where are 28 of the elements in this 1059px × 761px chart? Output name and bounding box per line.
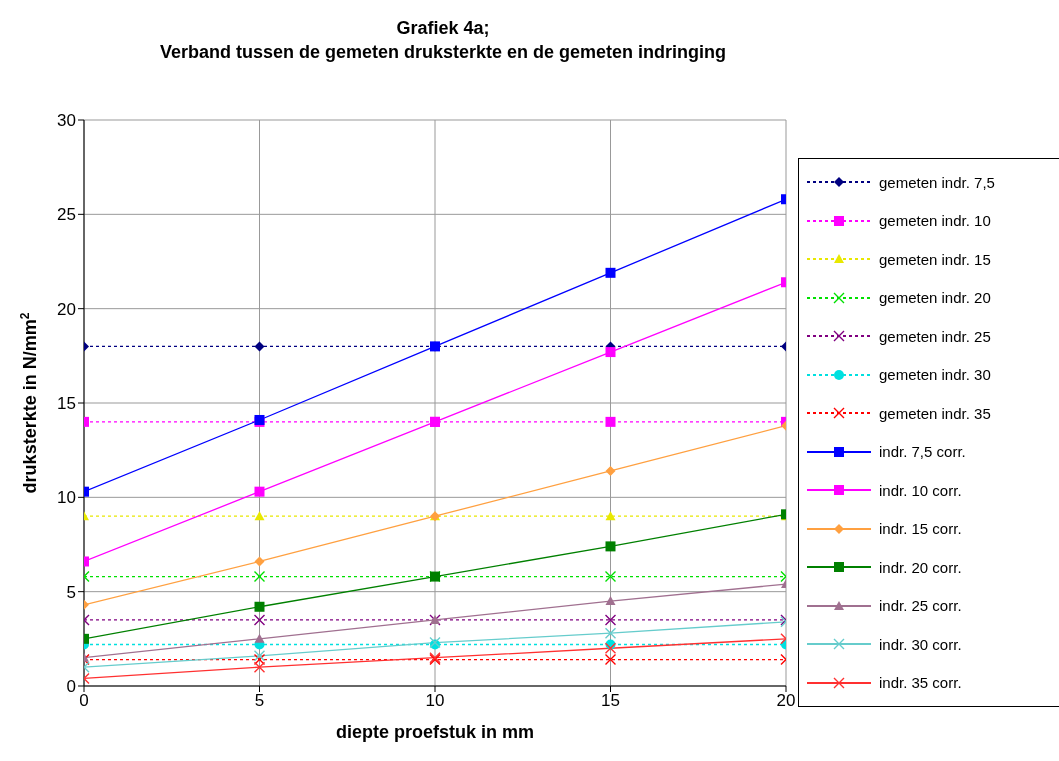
x-tick-label: 5 (254, 691, 265, 711)
legend-label: gemeten indr. 10 (879, 212, 991, 230)
y-tick-label: 10 (57, 488, 76, 508)
legend-label: gemeten indr. 7,5 (879, 173, 995, 191)
y-tick-label: 20 (57, 299, 76, 319)
legend-label: indr. 10 corr. (879, 481, 962, 499)
y-tick-label: 25 (57, 205, 76, 225)
x-tick-label: 10 (425, 691, 445, 711)
legend-label: gemeten indr. 35 (879, 404, 991, 422)
y-tick-label: 5 (66, 582, 76, 602)
legend-label: indr. 20 corr. (879, 558, 962, 576)
legend-label: gemeten indr. 25 (879, 327, 991, 345)
legend-label: indr. 25 corr. (879, 597, 962, 615)
chart-title: Grafiek 4a; Verband tussen de gemeten druksterkte en de gemeten indringing (158, 17, 728, 64)
legend-label: gemeten indr. 15 (879, 250, 991, 268)
x-axis-title: diepte proefstuk in mm (335, 722, 535, 742)
y-tick-label: 15 (57, 394, 76, 414)
legend-label: indr. 15 corr. (879, 520, 962, 538)
legend-label: gemeten indr. 30 (879, 366, 991, 384)
legend-label: indr. 30 corr. (879, 635, 962, 653)
y-tick-label: 0 (66, 677, 76, 697)
legend-label: indr. 35 corr. (879, 674, 962, 692)
y-tick-label: 30 (57, 111, 76, 131)
x-tick-label: 15 (601, 691, 620, 711)
x-tick-label: 20 (776, 691, 796, 711)
legend-label: gemeten indr. 20 (879, 289, 991, 307)
legend-label: indr. 7,5 corr. (879, 443, 966, 461)
x-tick-label: 0 (79, 691, 89, 711)
